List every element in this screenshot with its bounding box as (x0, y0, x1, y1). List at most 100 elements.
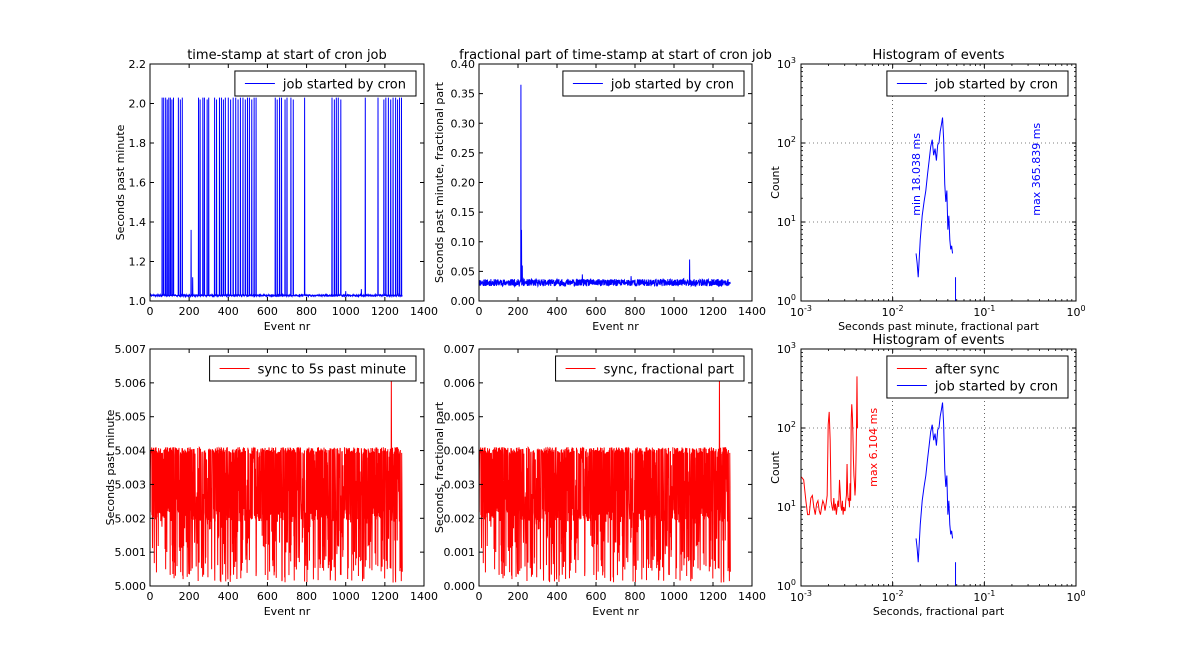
y-tick-label: 5.002 (115, 512, 147, 525)
x-tick-label: 100 (1066, 304, 1085, 319)
y-axis-label: Seconds past minute (114, 124, 127, 240)
x-tick-label: 200 (179, 590, 200, 603)
y-axis-label: Count (769, 450, 782, 483)
legend-box (886, 355, 1069, 399)
x-tick-label: 800 (296, 305, 317, 318)
x-tick-label: 800 (296, 590, 317, 603)
y-tick-label: 0.005 (444, 411, 476, 424)
y-tick-label: 5.004 (115, 445, 147, 458)
legend: job started by cron (886, 70, 1069, 97)
x-tick-label: 1400 (738, 590, 766, 603)
y-tick-label: 0.004 (444, 445, 476, 458)
y-tick-base: 10 (777, 422, 791, 435)
y-tick-label: 0.006 (444, 377, 476, 390)
legend: job started by cron (234, 70, 417, 97)
x-tick-label: 1200 (371, 590, 399, 603)
y-tick-label: 0.001 (444, 546, 476, 559)
y-axis-label: Seconds past minute, fractional part (433, 81, 446, 283)
y-tick-label: 100 (777, 293, 796, 308)
x-tick-label: 10-1 (973, 304, 995, 319)
x-tick-base: 10 (973, 306, 987, 319)
x-axis-label: Seconds, fractional part (873, 605, 1005, 618)
y-tick-label: 1.8 (129, 137, 147, 150)
axes-frame (478, 63, 753, 302)
x-tick-base: 10 (882, 306, 896, 319)
x-tick-label: 1200 (699, 590, 727, 603)
x-tick-label: 1000 (332, 590, 360, 603)
x-tick-label: 1000 (660, 590, 688, 603)
y-tick-label: 0.000 (444, 580, 476, 593)
y-tick-exp: 1 (791, 499, 796, 508)
x-tick-label: 0 (476, 590, 483, 603)
x-tick-exp: -2 (896, 589, 904, 598)
y-tick-label: 103 (777, 56, 796, 71)
series-line-job-started-by-cron (479, 84, 731, 288)
y-tick-exp: 0 (791, 293, 796, 302)
y-tick-label: 102 (777, 135, 796, 150)
y-tick-label: 0.25 (451, 147, 476, 160)
y-axis-label: Seconds past minute (104, 409, 117, 525)
x-tick-label: 1000 (332, 305, 360, 318)
series-line-sync-to-5s-past-minute (150, 379, 403, 583)
subplot-p5: 0 200 400 600 800 1000 1200 1400 0.000 0.001 0.002… (433, 343, 766, 618)
x-tick-label: 1200 (699, 305, 727, 318)
series-line-job-started-by-cron (915, 402, 954, 563)
x-tick-label: 10-2 (882, 589, 904, 604)
plot-area (150, 97, 403, 299)
legend-label: job started by cron (282, 78, 406, 93)
x-tick-label: 600 (257, 305, 278, 318)
plot-area (915, 117, 957, 301)
y-tick-label: 0.30 (451, 117, 476, 130)
x-tick-label: 200 (179, 305, 200, 318)
x-tick-label: 10-2 (882, 304, 904, 319)
x-tick-label: 600 (586, 590, 607, 603)
x-tick-exp: -1 (987, 304, 995, 313)
x-tick-label: 400 (218, 305, 239, 318)
y-tick-label: 0.003 (444, 478, 476, 491)
legend-label: job started by cron (934, 78, 1058, 93)
x-tick-label: 10-1 (973, 589, 995, 604)
y-tick-label: 2.0 (129, 98, 147, 111)
legend: job started by cron (562, 70, 745, 97)
series-line-sync-fractional-part (479, 379, 731, 583)
y-tick-label: 5.005 (115, 411, 147, 424)
y-tick-label: 5.006 (115, 377, 147, 390)
legend-label: job started by cron (610, 78, 734, 93)
plot-area (479, 379, 731, 583)
x-tick-label: 1200 (371, 305, 399, 318)
x-tick-label: 400 (547, 305, 568, 318)
subplot-p1: 0 200 400 600 800 1000 1200 1400 1.0 1.2 1.4 1.6 1.8… (114, 48, 438, 333)
chart-title: time-stamp at start of cron job (187, 48, 387, 63)
y-tick-label: 1.6 (129, 177, 147, 190)
y-tick-exp: 0 (791, 578, 796, 587)
x-tick-label: 100 (1066, 589, 1085, 604)
y-tick-label: 0.002 (444, 512, 476, 525)
y-tick-label: 0.35 (451, 88, 476, 101)
x-tick-label: 1400 (410, 590, 438, 603)
y-tick-label: 0.40 (451, 58, 476, 71)
axes-frame (478, 348, 753, 587)
y-tick-label: 100 (777, 578, 796, 593)
y-tick-label: 0.007 (444, 343, 476, 356)
y-tick-label: 101 (777, 499, 796, 514)
y-tick-label: 1.4 (129, 216, 147, 229)
annotation-label: max 365.839 ms (1030, 123, 1043, 216)
legend-label: sync, fractional part (604, 363, 734, 378)
y-tick-label: 101 (777, 214, 796, 229)
chart-title: Histogram of events (872, 333, 1004, 348)
y-tick-exp: 2 (791, 420, 796, 429)
y-tick-label: 0.15 (451, 206, 476, 219)
legend: sync, fractional part (555, 355, 745, 382)
y-tick-base: 10 (777, 58, 791, 71)
y-tick-label: 102 (777, 420, 796, 435)
y-axis-label: Seconds, fractional part (433, 401, 446, 533)
y-tick-exp: 3 (791, 56, 796, 65)
axes-frame (149, 348, 425, 587)
y-tick-label: 1.2 (129, 256, 147, 269)
y-tick-label: 103 (777, 341, 796, 356)
x-tick-label: 400 (218, 590, 239, 603)
x-tick-label: 1400 (410, 305, 438, 318)
